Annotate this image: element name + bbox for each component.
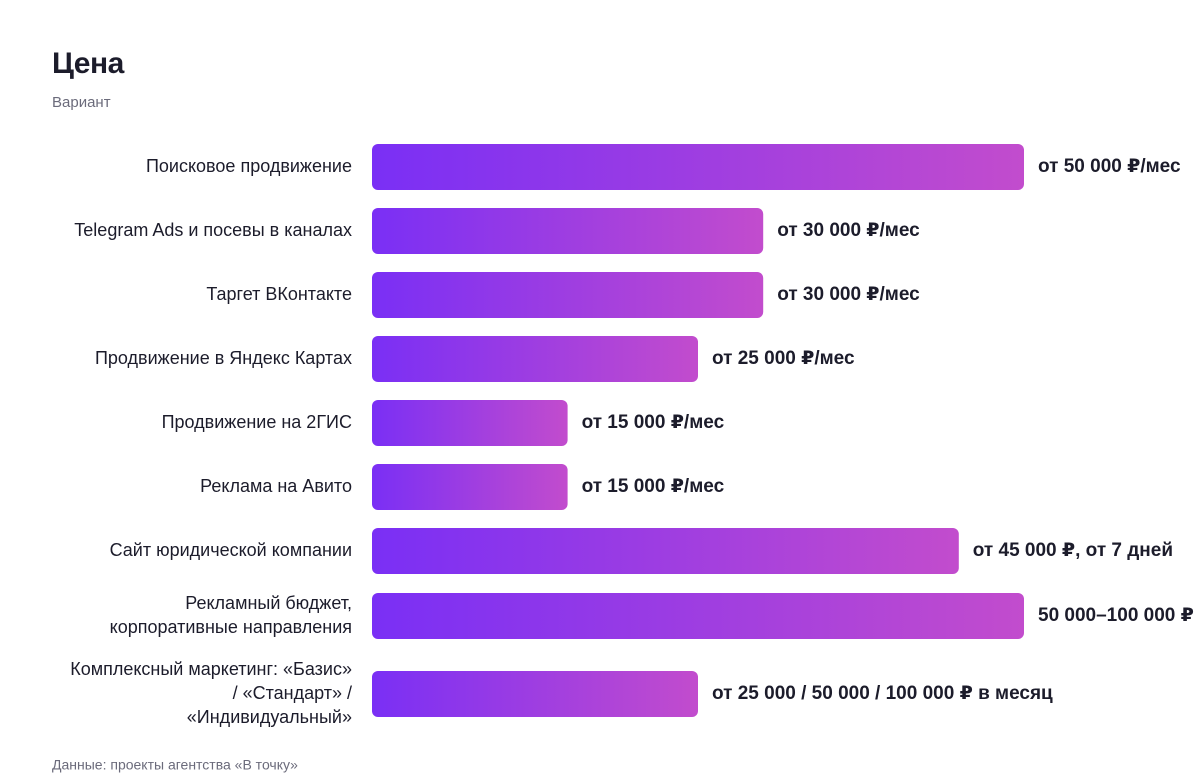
chart-title: Цена — [52, 47, 125, 80]
category-line: «Индивидуальный» — [187, 707, 352, 727]
category-label: Реклама на Авито — [200, 476, 352, 496]
source-note: Данные: проекты агентства «В точку» — [52, 757, 298, 773]
category-label: Рекламный бюджет, корпоративные направлен… — [110, 593, 352, 637]
category-line: / «Стандарт» / — [233, 683, 352, 703]
category-line: Рекламный бюджет, — [185, 593, 352, 613]
value-label: от 30 000 ₽/мес — [777, 284, 920, 305]
value-label: от 25 000 / 50 000 / 100 000 ₽ в месяц — [712, 683, 1053, 704]
value-label: 50 000–100 000 ₽ — [1038, 605, 1194, 626]
bar — [372, 464, 568, 510]
bar — [372, 400, 568, 446]
bar — [372, 528, 959, 574]
bar — [372, 671, 698, 717]
chart-subtitle: Вариант — [52, 94, 111, 111]
category-label: Telegram Ads и посевы в каналах — [74, 220, 352, 240]
category-label: Сайт юридической компании — [110, 540, 352, 560]
bar — [372, 272, 764, 318]
bar — [372, 336, 698, 382]
bar — [372, 144, 1024, 190]
category-line: корпоративные направления — [110, 617, 352, 637]
category-label: Комплексный маркетинг: «Базис» / «Стандар… — [70, 659, 352, 727]
category-label: Таргет ВКонтакте — [206, 284, 352, 304]
value-label: от 30 000 ₽/мес — [777, 220, 920, 241]
value-label: от 15 000 ₽/мес — [582, 412, 725, 433]
bar — [372, 593, 1024, 639]
value-label: от 45 000 ₽, от 7 дней — [973, 540, 1173, 561]
value-label: от 50 000 ₽/мес — [1038, 156, 1181, 177]
category-label: Продвижение в Яндекс Картах — [95, 348, 352, 368]
category-line: Комплексный маркетинг: «Базис» — [70, 659, 352, 679]
value-label: от 25 000 ₽/мес — [712, 348, 855, 369]
value-label: от 15 000 ₽/мес — [582, 476, 725, 497]
bar — [372, 208, 764, 254]
category-label: Поисковое продвижение — [146, 156, 352, 176]
category-label: Продвижение на 2ГИС — [162, 412, 352, 432]
